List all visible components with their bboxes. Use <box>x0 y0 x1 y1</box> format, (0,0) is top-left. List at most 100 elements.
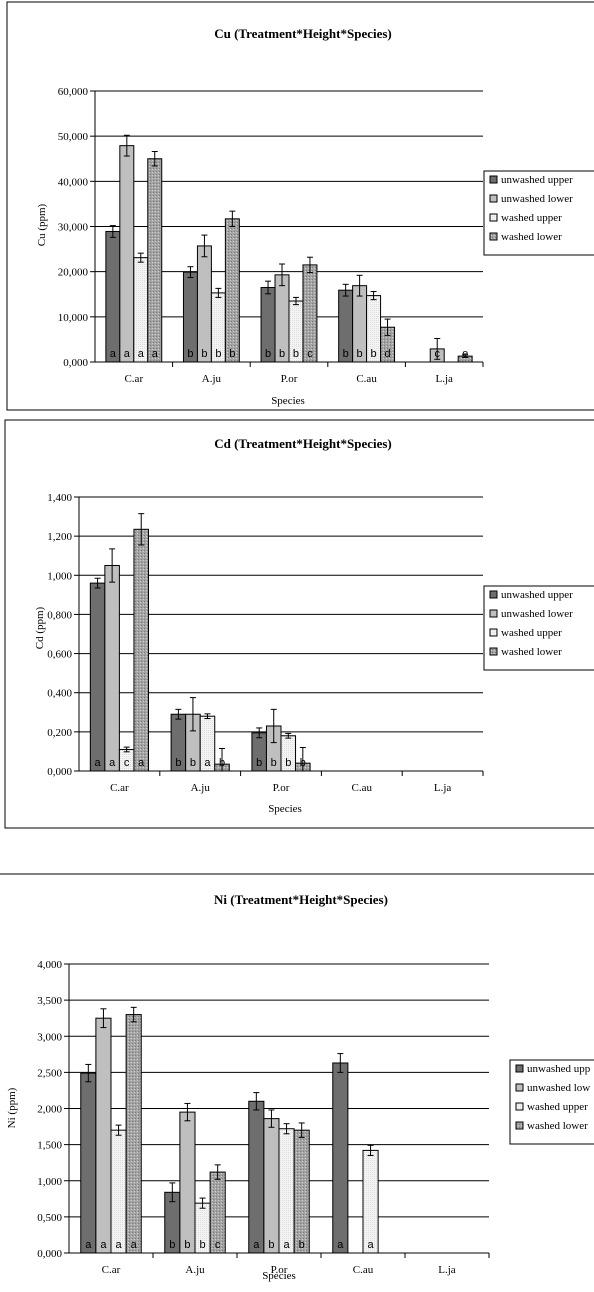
significance-letter: a <box>253 1239 260 1251</box>
y-tick-label: 1,200 <box>47 531 72 543</box>
y-axis-label: Cd (ppm) <box>34 606 46 649</box>
y-tick-label: 0,000 <box>47 766 72 778</box>
y-tick-label: 0,000 <box>63 357 88 369</box>
legend-label: washed upper <box>501 212 562 224</box>
chart-panel-ni: Ni (Treatment*Height*Species) Ni (ppm) S… <box>0 872 594 1292</box>
y-tick-label: 40,000 <box>58 176 89 188</box>
significance-letter: b <box>229 348 235 360</box>
x-tick-label: L.ja <box>435 373 453 385</box>
significance-letter: c <box>434 348 440 360</box>
bar <box>133 528 149 772</box>
y-axis-label: Ni (ppm) <box>6 1087 18 1128</box>
bar <box>80 1072 97 1254</box>
y-tick-label: 1,500 <box>37 1140 62 1152</box>
y-tick-label: 0,600 <box>47 649 72 661</box>
chart-title: Ni (Treatment*Height*Species) <box>214 892 388 907</box>
x-tick-label: P.or <box>281 373 298 385</box>
y-tick-label: 0,500 <box>37 1212 62 1224</box>
chart-title: Cu (Treatment*Height*Species) <box>214 26 392 41</box>
significance-letter: b <box>184 1239 190 1251</box>
bar <box>147 158 163 363</box>
legend-swatch <box>489 213 498 222</box>
chart-panel-cu: Cu (Treatment*Height*Species) Cu (ppm) S… <box>0 0 594 412</box>
significance-letter: a <box>138 757 145 769</box>
legend-swatch <box>489 194 498 203</box>
legend-label: washed lower <box>501 231 562 243</box>
significance-letter: a <box>138 348 145 360</box>
y-tick-label: 20,000 <box>58 267 89 279</box>
y-tick-label: 0,200 <box>47 727 72 739</box>
legend-swatch <box>515 1083 524 1092</box>
significance-letter: b <box>265 348 271 360</box>
significance-letter: c <box>215 1239 221 1251</box>
x-axis-label: Species <box>262 1270 296 1282</box>
bar <box>95 1017 112 1254</box>
bar <box>224 218 240 363</box>
legend-swatch <box>489 628 498 637</box>
x-tick-label: A.ju <box>185 1264 205 1276</box>
y-tick-label: 3,500 <box>37 995 62 1007</box>
significance-letter: b <box>371 348 377 360</box>
bar <box>119 145 135 363</box>
x-tick-label: L.ja <box>438 1264 456 1276</box>
y-tick-label: 1,000 <box>47 570 72 582</box>
ni-chart: Ni (Treatment*Height*Species) Ni (ppm) S… <box>0 873 594 1282</box>
significance-letter: a <box>131 1239 138 1251</box>
legend-label: washed upper <box>501 627 562 639</box>
legend-box <box>483 585 594 671</box>
bar <box>104 565 120 772</box>
x-tick-label: C.ar <box>124 373 143 385</box>
y-tick-label: 3,000 <box>37 1031 62 1043</box>
y-tick-label: 50,000 <box>58 131 89 143</box>
chart-title: Cd (Treatment*Height*Species) <box>214 436 392 451</box>
bar <box>110 1129 127 1254</box>
significance-letter: b <box>201 348 207 360</box>
x-tick-label: C.au <box>352 782 373 794</box>
bar <box>89 582 106 772</box>
significance-letter: a <box>115 1239 122 1251</box>
significance-letter: b <box>187 348 193 360</box>
bar <box>196 245 212 363</box>
legend-label: unwashed upper <box>501 174 573 186</box>
significance-letter: b <box>199 1239 205 1251</box>
y-tick-label: 0,000 <box>37 1248 62 1260</box>
legend-swatch <box>515 1064 524 1073</box>
significance-letter: a <box>283 1239 290 1251</box>
significance-letter: a <box>124 348 131 360</box>
cu-chart: Cu (Treatment*Height*Species) Cu (ppm) S… <box>6 1 594 411</box>
significance-letter: b <box>190 757 196 769</box>
legend-swatch <box>515 1121 524 1130</box>
legend-label: unwashed upp <box>527 1063 591 1075</box>
legend-box <box>509 1059 594 1145</box>
significance-letter: a <box>337 1239 344 1251</box>
x-tick-label: P.or <box>271 1264 288 1276</box>
legend-label: unwashed lower <box>501 193 573 205</box>
bar <box>332 1062 349 1254</box>
legend-swatch <box>515 1102 524 1111</box>
significance-letter: b <box>357 348 363 360</box>
legend-label: washed lower <box>527 1120 588 1132</box>
y-tick-label: 1,000 <box>37 1176 62 1188</box>
y-tick-label: 2,000 <box>37 1104 62 1116</box>
y-tick-label: 30,000 <box>58 222 89 234</box>
bar <box>263 1118 280 1254</box>
significance-letter: c <box>124 757 130 769</box>
chart-panel-cd: Cd (Treatment*Height*Species) Cd (ppm) S… <box>0 418 594 830</box>
significance-letter: a <box>110 348 117 360</box>
y-tick-label: 2,500 <box>37 1067 62 1079</box>
significance-letter: b <box>293 348 299 360</box>
legend-label: unwashed lower <box>501 608 573 620</box>
x-tick-label: C.au <box>353 1264 374 1276</box>
bar <box>362 1149 379 1254</box>
x-tick-label: C.ar <box>110 782 129 794</box>
x-axis-label: Species <box>271 395 305 407</box>
x-tick-label: P.or <box>273 782 290 794</box>
bar <box>105 230 121 363</box>
x-tick-label: C.ar <box>102 1264 121 1276</box>
x-axis-label: Species <box>268 803 302 815</box>
cd-chart: Cd (Treatment*Height*Species) Cd (ppm) S… <box>4 419 594 829</box>
legend-label: unwashed upper <box>501 589 573 601</box>
legend-swatch <box>489 232 498 241</box>
legend-swatch <box>489 609 498 618</box>
significance-letter: a <box>85 1239 92 1251</box>
